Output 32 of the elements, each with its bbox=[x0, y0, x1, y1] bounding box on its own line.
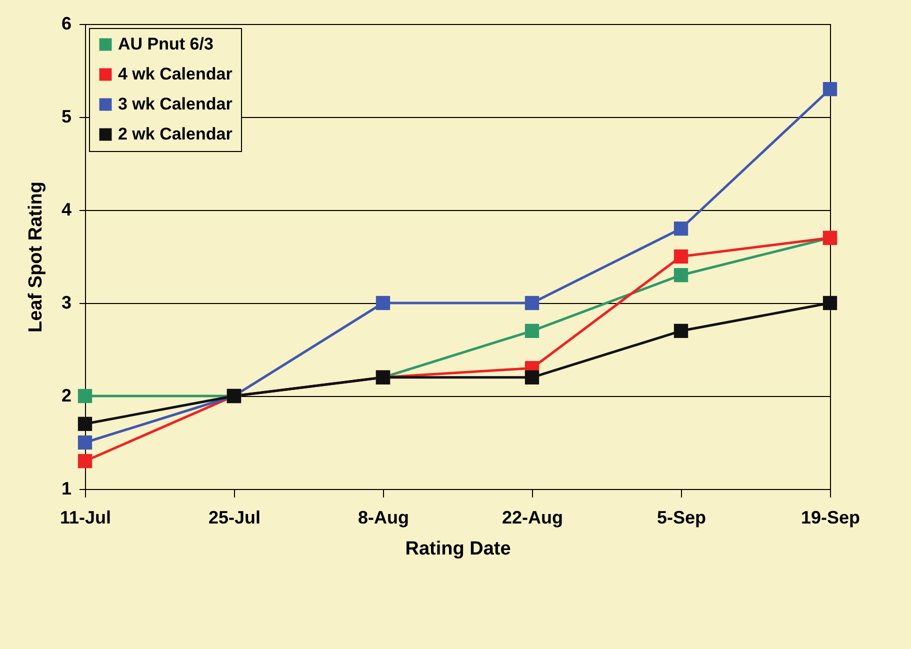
point bbox=[524, 324, 540, 338]
y-tick-label: 4 bbox=[61, 200, 72, 220]
point bbox=[822, 82, 838, 96]
y-tick-label: 2 bbox=[61, 386, 72, 406]
point bbox=[674, 222, 688, 236]
y-tick-label: 6 bbox=[61, 14, 72, 34]
legend-label: 3 wk Calendar bbox=[118, 94, 233, 114]
legend-label: 4 wk Calendar bbox=[118, 64, 233, 84]
point bbox=[674, 268, 688, 282]
point bbox=[524, 296, 540, 310]
x-tick-label: 8-Aug bbox=[358, 508, 409, 528]
point bbox=[674, 249, 688, 264]
x-axis-title: Rating Date bbox=[405, 538, 511, 560]
point bbox=[78, 416, 92, 431]
point bbox=[822, 296, 838, 310]
point bbox=[376, 296, 390, 310]
x-tick-label: 11-Jul bbox=[60, 508, 112, 528]
x-tick-label: 19-Sep bbox=[800, 508, 860, 528]
y-tick-label: 5 bbox=[61, 106, 72, 126]
x-tick-label: 25-Jul bbox=[208, 508, 261, 528]
point bbox=[78, 388, 92, 404]
point bbox=[78, 435, 92, 450]
x-tick-label: 5-Sep bbox=[656, 508, 706, 528]
point bbox=[674, 324, 688, 338]
x-tick-label: 22-Aug bbox=[502, 508, 564, 528]
y-tick-label: 3 bbox=[61, 292, 72, 312]
legend-label: 2 wk Calendar bbox=[118, 124, 233, 144]
point bbox=[78, 454, 92, 468]
point bbox=[524, 370, 540, 384]
legend-label: AU Pnut 6/3 bbox=[118, 34, 214, 54]
y-tick-label: 1 bbox=[61, 478, 72, 498]
y-axis-title: Leaf Spot Rating bbox=[25, 182, 46, 332]
